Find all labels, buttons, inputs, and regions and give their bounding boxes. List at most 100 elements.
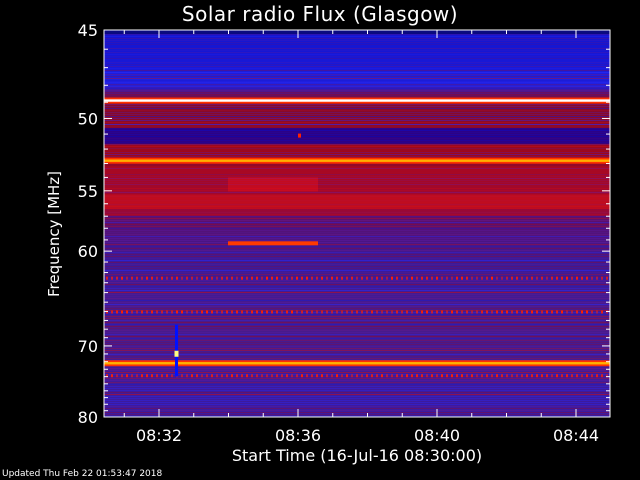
interference-dot (386, 310, 388, 314)
y-tick: 80 (78, 408, 610, 427)
interference-dot (121, 374, 123, 378)
interference-dot (311, 310, 313, 314)
interference-dot (196, 310, 198, 314)
interference-dot (261, 374, 263, 378)
interference-dot (261, 276, 263, 280)
spectrogram-row (104, 124, 610, 125)
interference-dot (406, 276, 408, 280)
interference-dot (456, 374, 458, 378)
interference-dot (511, 276, 513, 280)
interference-dot (276, 374, 278, 378)
interference-dot (501, 374, 503, 378)
interference-dot (391, 276, 393, 280)
interference-dot (431, 310, 433, 314)
interference-dot (331, 310, 333, 314)
spectrogram-row (104, 284, 610, 285)
interference-dot (496, 276, 498, 280)
interference-dot (596, 310, 598, 314)
interference-dot (341, 310, 343, 314)
spectrogram-row (104, 344, 610, 345)
interference-dot (601, 374, 603, 378)
spectrogram-row (104, 314, 610, 315)
interference-dot (361, 310, 363, 314)
spectrogram-row (104, 250, 610, 251)
spectrogram-row (104, 272, 610, 273)
interference-dot (411, 276, 413, 280)
interference-dot (131, 374, 133, 378)
interference-dot (321, 374, 323, 378)
spectrogram-row (104, 94, 610, 95)
interference-dot (406, 374, 408, 378)
interference-dot (201, 276, 203, 280)
spectrogram-row (104, 148, 610, 149)
interference-dot (251, 374, 253, 378)
interference-dot (311, 276, 313, 280)
spectrogram-row (104, 328, 610, 329)
spectrogram-row (104, 120, 610, 121)
interference-dot (266, 276, 268, 280)
y-tick: 70 (78, 337, 610, 356)
interference-dot (381, 276, 383, 280)
spectrogram-row (104, 266, 610, 267)
interference-dot (341, 374, 343, 378)
spectrogram-row (104, 70, 610, 71)
interference-dot (421, 374, 423, 378)
interference-dot (306, 374, 308, 378)
interference-dot (526, 276, 528, 280)
interference-dot (416, 374, 418, 378)
interference-dot (266, 310, 268, 314)
interference-dot (441, 276, 443, 280)
interference-dot (306, 310, 308, 314)
interference-dot (426, 276, 428, 280)
interference-dot (501, 310, 503, 314)
spectrogram-row (104, 368, 610, 369)
interference-dot (301, 276, 303, 280)
interference-dot (486, 310, 488, 314)
spectrogram-row (104, 110, 610, 111)
interference-dot (471, 276, 473, 280)
interference-dot (286, 310, 288, 314)
interference-dot (486, 374, 488, 378)
spectrogram-row (104, 306, 610, 307)
interference-dot (226, 310, 228, 314)
interference-dot (351, 310, 353, 314)
spectrogram-row (104, 234, 610, 235)
interference-dot (156, 374, 158, 378)
interference-dot (311, 374, 313, 378)
interference-dot (356, 310, 358, 314)
interference-dot (456, 310, 458, 314)
interference-dot (411, 310, 413, 314)
interference-dot (266, 374, 268, 378)
interference-dot (376, 276, 378, 280)
interference-dot (171, 276, 173, 280)
x-axis-label: Start Time (16-Jul-16 08:30:00) (231, 446, 483, 465)
interference-dot (291, 310, 293, 314)
spectrogram-row (104, 244, 610, 245)
bright-band-core (104, 362, 610, 365)
interference-dot (381, 310, 383, 314)
interference-dot (211, 276, 213, 280)
interference-dot (161, 374, 163, 378)
spectrogram-row (104, 260, 610, 261)
interference-dot (461, 276, 463, 280)
interference-dot (261, 310, 263, 314)
interference-dot (476, 374, 478, 378)
interference-dot (116, 374, 118, 378)
interference-dot (591, 374, 593, 378)
interference-dot (181, 310, 183, 314)
interference-dot (211, 310, 213, 314)
spectrogram-row (104, 358, 610, 359)
spectrogram-row (104, 248, 610, 249)
spectrogram-row (104, 372, 610, 373)
interference-dot (111, 374, 113, 378)
interference-dot (256, 310, 258, 314)
interference-dot (436, 310, 438, 314)
interference-dot (281, 276, 283, 280)
interference-dot (501, 276, 503, 280)
x-tick-label: 08:44 (553, 426, 599, 445)
plot-frame (103, 29, 611, 418)
interference-dot (366, 310, 368, 314)
interference-dot (561, 310, 563, 314)
interference-dot (526, 310, 528, 314)
